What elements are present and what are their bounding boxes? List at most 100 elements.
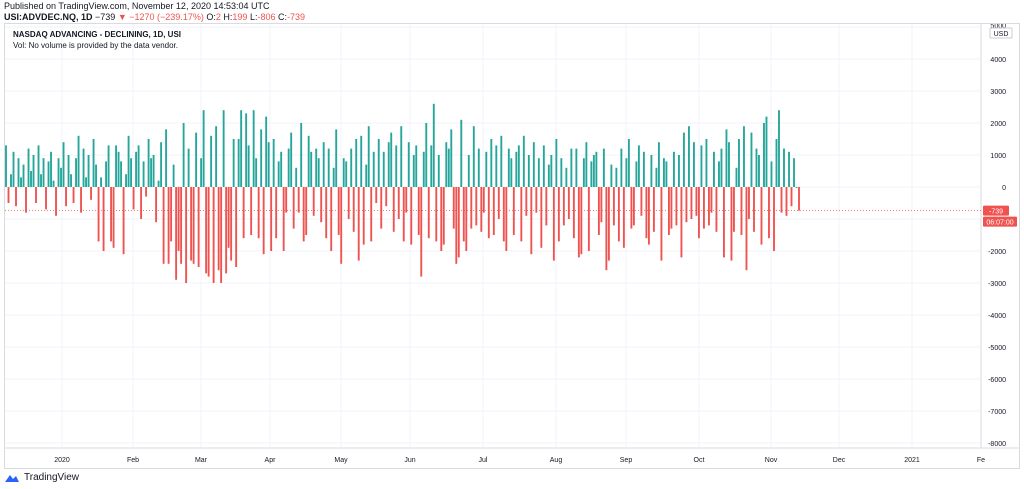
bar [35,187,37,203]
last-price: −739 [95,12,116,22]
bar [510,158,513,187]
open-label: O: [206,12,216,22]
bar [472,126,475,187]
bar [400,126,403,187]
bar [690,187,693,219]
bar [285,187,288,213]
bar [45,187,47,210]
x-tick-label: 2021 [904,457,920,464]
bar [377,139,380,187]
bar [435,187,438,242]
volume-note: Vol: No volume is provided by the data v… [13,41,178,50]
bar [600,187,603,223]
bar [227,187,230,248]
bar [753,187,755,232]
last-value-markers: -739 06:07:00 [5,205,1017,227]
bar [693,142,695,187]
bar [127,135,130,187]
bar [257,187,260,239]
bar [215,126,218,187]
bar [465,187,468,251]
bar [635,161,638,187]
low-label: L: [249,12,258,22]
bar [587,187,590,251]
bar [312,187,315,216]
bar [275,187,278,239]
bar [505,187,508,251]
bar [452,187,455,229]
published-caption: Published on TradingView.com, November 1… [4,1,270,11]
bar [140,187,143,219]
last-value-label: -739 [989,209,1003,216]
bar [177,187,180,251]
bar [60,167,62,187]
bar [765,116,768,187]
bar [210,135,213,187]
bar [357,187,360,261]
bar [77,135,80,187]
bar [455,187,458,264]
bar [217,187,220,271]
bar [320,187,323,223]
bar [317,158,320,187]
bar [745,187,748,271]
bar [597,187,600,235]
symbol-quote-line: USI:ADVDEC.NQ, 1D −739 ▼ −1270 (−239.17%… [4,12,305,22]
bar [495,145,498,187]
bar [532,142,535,187]
bar [360,135,363,187]
bar [562,187,565,226]
bar [95,164,97,187]
bar [67,155,70,187]
x-tick-label: Fe [977,457,985,464]
bar [22,164,25,187]
currency-box [989,27,1013,39]
bar [457,187,460,258]
chart-canvas[interactable]: 40003000200010000-1000-2000-3000-4000-50… [5,24,1019,468]
bar [385,187,388,207]
bar [247,145,250,187]
bar [12,151,15,187]
x-tick-label: Sep [620,457,633,464]
bar [232,139,235,187]
y-tick-label: 3000 [990,89,1006,96]
bar [27,148,30,187]
bar [620,148,623,187]
bar [467,155,470,187]
bar [617,187,620,242]
y-tick-label: -3000 [988,281,1006,288]
bar [25,187,27,213]
bar [592,155,595,187]
chart-panel[interactable]: 40003000200010000-1000-2000-3000-4000-50… [4,23,1020,469]
bar [425,123,428,187]
bar [577,187,580,258]
bar [530,187,533,255]
bar [262,187,265,255]
bar [192,187,195,264]
y-tick-label: 5000 [990,24,1006,30]
bar [445,142,448,187]
bar [380,187,383,229]
bar [305,187,308,235]
bar [200,158,203,187]
bar [132,187,135,210]
bar [665,161,668,187]
bar [720,148,723,187]
bar [230,187,233,261]
footer-brand[interactable]: TradingView [4,472,79,483]
bar [417,187,420,235]
bar [723,187,725,258]
tradingview-logo-icon [5,474,19,482]
bar [527,155,530,187]
bar [515,151,518,187]
bar [502,187,505,242]
bar [402,187,405,242]
y-tick-label: -8000 [988,441,1006,448]
bar [222,110,225,187]
bar [565,167,568,187]
bar [540,187,543,248]
bar [427,187,430,239]
bar [497,187,500,219]
bar [350,148,353,187]
bar [675,187,678,226]
